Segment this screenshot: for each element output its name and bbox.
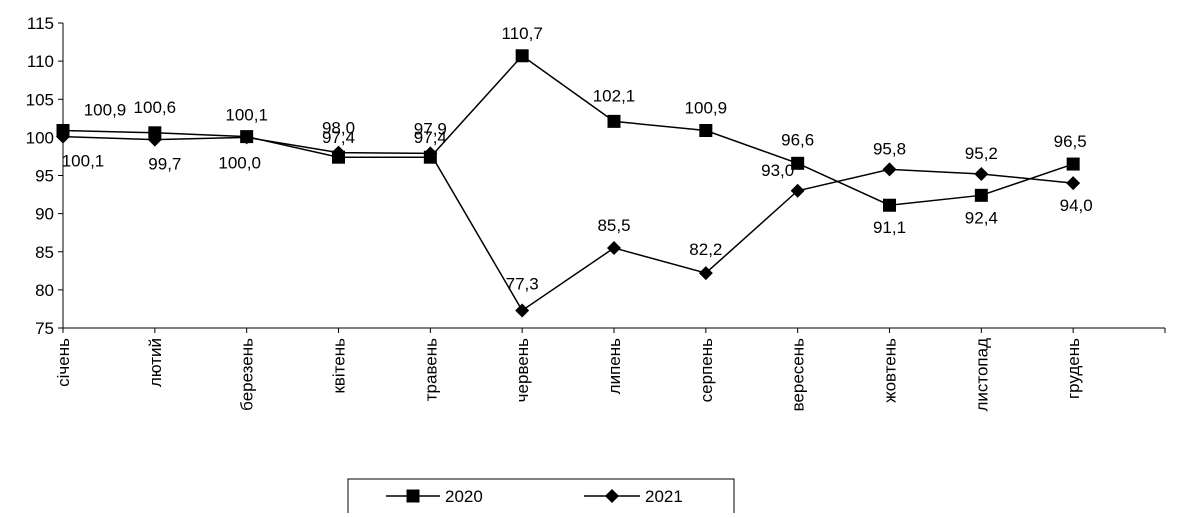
data-point-diamond [1066,176,1081,191]
y-tick-label: 105 [26,90,54,109]
legend-marker-square [406,489,420,503]
y-tick-label: 95 [35,167,54,186]
data-label: 93,0 [761,161,794,180]
y-tick-label: 100 [26,128,54,147]
data-label: 85,5 [597,216,630,235]
data-point-square [974,188,988,202]
data-label: 102,1 [593,86,636,105]
data-point-diamond [56,129,70,144]
data-point-square [1066,157,1080,171]
series-2020 [56,49,1080,212]
data-label: 95,8 [873,139,906,158]
legend-label: 2020 [445,487,483,506]
data-point-square [607,114,621,128]
series-line [62,135,1074,312]
data-label: 96,5 [1054,132,1087,151]
data-label: 100,0 [218,153,261,172]
data-point-diamond [698,266,713,281]
data-label: 94,0 [1060,196,1093,215]
y-tick-label: 90 [35,205,54,224]
data-point-square [699,124,713,138]
x-tick-label: липень [605,338,624,394]
data-point-diamond [147,132,162,147]
y-axis-ticks: 75 80 85 90 95 100 105 110 115 [26,14,63,338]
data-label: 99,7 [148,155,181,174]
data-point-square [883,198,896,212]
y-tick-label: 115 [27,14,54,33]
data-label: 100,6 [134,98,177,117]
legend-item: 2020 [386,487,483,506]
x-tick-label: лютий [146,338,165,387]
data-labels: 100,9 100,6 100,1 97,4 97,4 110,7 102,1 100,9 96… [62,24,1093,294]
data-point-diamond [790,183,805,198]
y-tick-label: 80 [35,281,54,300]
data-label: 77,3 [506,274,539,293]
data-label: 97,4 [322,128,355,147]
data-point-diamond [515,303,530,318]
data-label: 95,2 [965,144,998,163]
data-point-diamond [423,146,438,161]
x-tick-label: квітень [330,338,349,394]
x-tick-label: січень [54,338,73,387]
data-label: 91,1 [873,218,906,237]
y-tick-label: 110 [27,52,54,71]
series-line [62,54,1074,207]
data-label: 100,1 [225,106,268,125]
series-group [56,49,1081,318]
y-tick-label: 85 [35,243,54,262]
data-label: 92,4 [965,208,998,227]
data-point-diamond [607,240,621,255]
x-tick-label: серпень [697,338,716,402]
data-label: 100,1 [62,152,105,171]
data-point-diamond [331,145,346,160]
data-point-diamond [239,130,254,145]
x-tick-label: листопад [972,338,991,412]
x-tick-label: березень [238,338,257,411]
data-label: 97,4 [414,128,447,147]
legend-marker-diamond [605,489,619,503]
x-tick-label: вересень [789,338,808,412]
data-label: 82,2 [689,240,722,259]
data-label: 100,9 [84,101,127,120]
data-label: 96,6 [781,130,814,149]
legend: 2020 2021 [347,478,735,518]
data-label: 100,9 [685,99,728,118]
legend-item: 2021 [584,487,683,506]
legend-label: 2021 [645,487,683,506]
data-label: 110,7 [502,24,543,43]
x-axis-ticks: січень лютий березень квітень травень червень… [54,328,1166,412]
x-tick-label: жовтень [881,338,900,403]
data-point-square [515,49,529,63]
x-tick-label: грудень [1064,338,1083,399]
x-tick-label: травень [421,338,440,401]
series-2021 [56,129,1081,318]
data-label: 98,0 [322,119,355,138]
data-point-diamond [974,166,989,181]
data-point-square [791,156,805,170]
y-tick-label: 75 [35,319,54,338]
data-label: 97,9 [414,119,447,138]
x-tick-label: червень [513,338,532,402]
data-point-diamond [882,162,897,177]
